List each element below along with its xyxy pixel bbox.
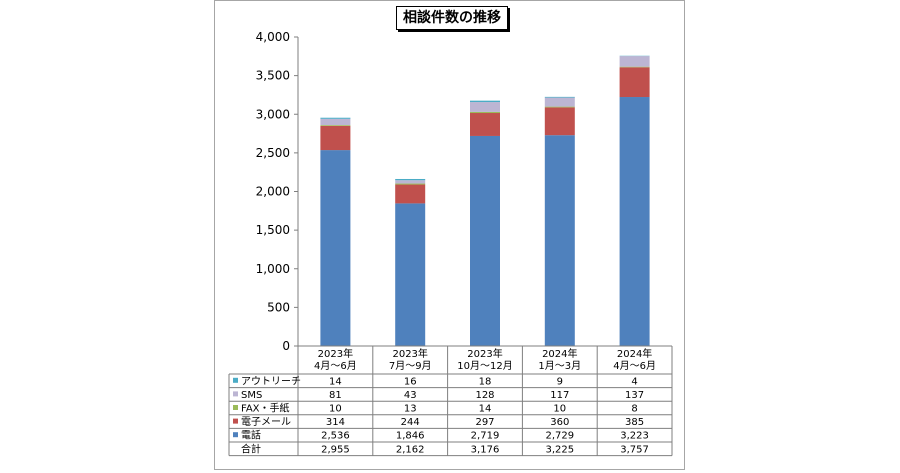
table-cell-value: 314 <box>326 417 345 428</box>
table-cell-value: 3,176 <box>471 444 500 455</box>
table-cell-value: 1,846 <box>396 431 425 442</box>
table-cell-value: 10 <box>329 404 342 415</box>
bar-segment <box>395 183 426 185</box>
bar-segment <box>320 125 351 151</box>
table-cell-value: 3,757 <box>620 444 649 455</box>
table-row-label: アウトリーチ <box>241 375 301 387</box>
bar-segment <box>395 203 426 346</box>
bar-segment <box>619 67 650 98</box>
y-tick-label: 2,500 <box>256 146 290 160</box>
bar-segment <box>544 135 575 346</box>
bar-segment <box>619 56 650 67</box>
legend-key <box>233 377 238 383</box>
y-tick-label: 0 <box>282 339 290 353</box>
table-cell-value: 297 <box>475 417 494 428</box>
table-cell-value: 81 <box>329 390 342 401</box>
table-cell-value: 14 <box>479 404 492 415</box>
table-cell-value: 2,162 <box>396 444 425 455</box>
bar-segment <box>544 106 575 108</box>
x-tick-label: 2023年 <box>467 347 502 360</box>
bars <box>320 55 650 346</box>
data-table: 2023年4月～6月2023年7月～9月2023年10月～12月2024年1月～… <box>228 345 673 457</box>
y-tick-label: 500 <box>267 300 290 314</box>
bar-segment <box>320 118 351 126</box>
legend-key <box>233 418 238 424</box>
y-tick-label: 2,000 <box>256 185 290 199</box>
table-cell-value: 10 <box>553 404 566 415</box>
table-cell-value: 360 <box>550 417 569 428</box>
x-tick-label: 4月～6月 <box>613 360 656 372</box>
y-axis: 0 500 1,000 1,500 2,000 2,500 3,000 3,500 4,000 <box>256 30 299 353</box>
legend-key <box>233 391 238 397</box>
bar-segment <box>470 100 500 103</box>
bar-segment <box>395 178 426 181</box>
table-cell-value: 16 <box>404 376 417 387</box>
legend-key <box>233 405 238 410</box>
bar-segment <box>395 180 426 184</box>
table-cell-value: 244 <box>401 417 420 428</box>
table-row-label: 電話 <box>241 429 261 442</box>
x-tick-label: 7月～9月 <box>389 360 432 372</box>
bar-segment <box>320 117 351 119</box>
table-cell-value: 117 <box>550 390 569 401</box>
bar-segment <box>470 135 500 346</box>
table-row-label: 電子メール <box>241 416 291 428</box>
x-tick-label: 4月～6月 <box>314 360 357 372</box>
x-tick-label: 2024年 <box>617 347 652 360</box>
table-cell-value: 128 <box>475 390 494 401</box>
table-cell-value: 9 <box>557 376 563 387</box>
bar-segment <box>619 97 650 346</box>
table-cell-value: 3,223 <box>620 431 649 442</box>
y-tick-label: 4,000 <box>256 30 290 44</box>
table-cell-value: 2,729 <box>545 431 574 442</box>
chart-frame <box>214 0 685 470</box>
table-cell-value: 8 <box>631 404 637 415</box>
bar-segment <box>544 97 575 107</box>
x-tick-label: 1月～3月 <box>538 360 581 372</box>
bar-segment <box>320 150 351 346</box>
bar-segment <box>544 96 575 98</box>
x-tick-label: 2023年 <box>392 347 427 360</box>
y-tick-label: 1,500 <box>256 223 290 237</box>
table-row-label: SMS <box>241 390 262 401</box>
table-row-label: FAX・手紙 <box>241 402 290 415</box>
y-tick-label: 1,000 <box>256 262 290 276</box>
chart-title: 相談件数の推移 <box>396 6 508 30</box>
y-tick-label: 3,500 <box>256 69 290 83</box>
table-cell-value: 18 <box>479 376 492 387</box>
table-cell-value: 43 <box>404 390 417 401</box>
bar-segment <box>619 66 650 68</box>
bar-segment <box>544 107 575 136</box>
bar-segment <box>470 102 500 112</box>
x-tick-label: 10月～12月 <box>457 360 512 372</box>
table-cell-value: 3,225 <box>545 444 574 455</box>
table-cell-value: 2,536 <box>321 431 350 442</box>
legend-key <box>233 432 238 438</box>
table-row-label: 合計 <box>241 442 261 455</box>
y-tick-label: 3,000 <box>256 107 290 121</box>
bar-segment <box>470 111 500 114</box>
table-cell-value: 2,955 <box>321 444 350 455</box>
table-cell-value: 14 <box>329 376 342 387</box>
table-cell-value: 4 <box>631 376 637 387</box>
bar-segment <box>320 125 351 126</box>
bar-segment <box>470 113 500 136</box>
x-tick-label: 2023年 <box>318 347 353 360</box>
table-cell-value: 385 <box>625 417 644 428</box>
x-tick-label: 2024年 <box>542 347 577 360</box>
bar-segment <box>395 184 426 204</box>
table-cell-value: 13 <box>404 404 417 415</box>
table-cell-value: 137 <box>625 390 644 401</box>
table-cell-value: 2,719 <box>471 431 500 442</box>
